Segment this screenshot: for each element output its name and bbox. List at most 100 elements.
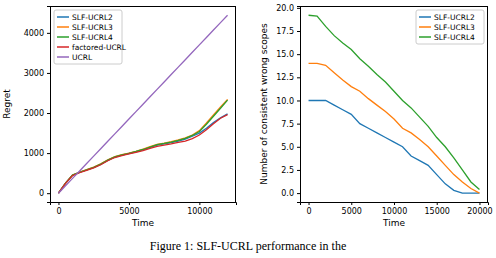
tick-label: 0.0 <box>281 189 294 198</box>
tick: 10.0 <box>276 97 300 106</box>
series-line <box>309 15 480 189</box>
tick-label: 5.0 <box>281 143 294 152</box>
tick: 12.5 <box>276 73 300 82</box>
legend: SLF-UCRL2SLF-UCRL3SLF-UCRL4 <box>416 10 484 44</box>
y-axis-title: Regret <box>2 89 12 119</box>
tick-label: 2000 <box>24 109 44 118</box>
plot-area <box>58 15 227 193</box>
tick-label: 10000 <box>187 207 212 216</box>
tick-label: 5000 <box>119 207 139 216</box>
legend-label: SLF-UCRL4 <box>72 33 113 42</box>
x-axis-title: Time <box>131 218 154 228</box>
tick-mark <box>297 147 300 148</box>
legend: SLF-UCRL2SLF-UCRL3SLF-UCRL4factored-UCRL… <box>54 10 127 64</box>
y-axis: 0 1000 2000 3000 4000 <box>24 7 51 203</box>
legend-swatch <box>57 36 69 38</box>
tick-mark <box>47 153 50 154</box>
tick-mark <box>297 31 300 32</box>
tick-mark <box>129 202 130 205</box>
tick-mark <box>297 8 300 9</box>
legend-item: SLF-UCRL4 <box>57 33 113 42</box>
legend-item: SLF-UCRL2 <box>419 13 475 22</box>
legend-swatch <box>57 46 69 48</box>
tick: 0.0 <box>281 189 300 198</box>
legend-swatch <box>419 36 431 38</box>
legend-box <box>54 10 122 64</box>
legend-label: SLF-UCRL3 <box>434 23 475 32</box>
tick-mark <box>297 100 300 101</box>
legend-swatch <box>57 56 69 58</box>
tick-mark <box>47 73 50 74</box>
legend-item: SLF-UCRL2 <box>57 13 113 22</box>
tick-mark <box>351 202 352 205</box>
legend-swatch <box>419 26 431 28</box>
legend-box <box>416 10 484 44</box>
tick: 17.5 <box>276 27 300 36</box>
series-line <box>309 100 480 193</box>
series-line <box>58 114 227 193</box>
tick: 3000 <box>24 69 50 78</box>
tick-mark <box>479 202 480 205</box>
legend-swatch <box>57 26 69 28</box>
tick-mark <box>297 77 300 78</box>
x-axis-title: Time <box>382 218 405 228</box>
series-line <box>309 63 480 193</box>
tick: 15000 <box>425 202 450 216</box>
tick: 20.0 <box>276 4 300 13</box>
tick: 2.5 <box>281 166 300 175</box>
tick-label: 20.0 <box>276 4 294 13</box>
frame <box>235 6 236 202</box>
tick-label: 20000 <box>467 207 492 216</box>
chart: 0 5000 10000 0 1000 2000 3000 4000 Time Regret SLF… <box>2 6 237 228</box>
series-line <box>58 15 227 193</box>
tick-label: 15000 <box>425 207 450 216</box>
tick-mark <box>47 33 50 34</box>
legend-label: SLF-UCRL3 <box>72 23 113 32</box>
tick: 10000 <box>187 202 212 216</box>
legend-label: SLF-UCRL2 <box>434 13 475 22</box>
legend-label: SLF-UCRL4 <box>434 33 475 42</box>
tick-mark <box>297 193 300 194</box>
tick: 5.0 <box>281 143 300 152</box>
legend-item: UCRL <box>57 53 93 62</box>
legend-swatch <box>419 16 431 18</box>
tick-mark <box>47 193 50 194</box>
legend-item: factored-UCRL <box>57 43 127 52</box>
tick-label: 3000 <box>24 69 44 78</box>
tick-mark <box>437 202 438 205</box>
tick-label: 12.5 <box>276 73 294 82</box>
legend-item: SLF-UCRL3 <box>57 23 113 32</box>
plot-area <box>309 15 480 193</box>
legend-label: factored-UCRL <box>72 43 127 52</box>
tick: 5000 <box>342 202 362 216</box>
tick-label: 0 <box>306 207 311 216</box>
tick: 0 <box>306 202 311 216</box>
axis-line <box>297 7 301 203</box>
y-axis: 0.02.55.07.510.012.515.017.520.0 <box>276 4 300 203</box>
tick-label: 0 <box>39 189 44 198</box>
tick: 5000 <box>119 202 139 216</box>
legend-label: UCRL <box>72 53 93 62</box>
tick-mark <box>199 202 200 205</box>
tick: 1000 <box>24 149 50 158</box>
chart: 050001000015000200000.02.55.07.510.012.5… <box>259 4 493 228</box>
tick-label: 15.0 <box>276 50 294 59</box>
frame <box>300 6 488 7</box>
tick-label: 17.5 <box>276 27 294 36</box>
legend-label: SLF-UCRL2 <box>72 13 113 22</box>
tick-mark <box>297 54 300 55</box>
tick-label: 0 <box>56 207 61 216</box>
series-line <box>58 100 227 193</box>
figure: 0 5000 10000 0 1000 2000 3000 4000 Time Regret SLF… <box>0 0 496 258</box>
tick-label: 1000 <box>24 149 44 158</box>
tick: 0 <box>56 202 61 216</box>
tick-label: 2.5 <box>281 166 294 175</box>
tick-mark <box>58 202 59 205</box>
tick-mark <box>297 124 300 125</box>
tick: 0 <box>39 189 50 198</box>
tick: 4000 <box>24 29 50 38</box>
axis-line <box>301 203 489 206</box>
tick: 20000 <box>467 202 492 216</box>
tick: 2000 <box>24 109 50 118</box>
series-line <box>58 99 227 193</box>
